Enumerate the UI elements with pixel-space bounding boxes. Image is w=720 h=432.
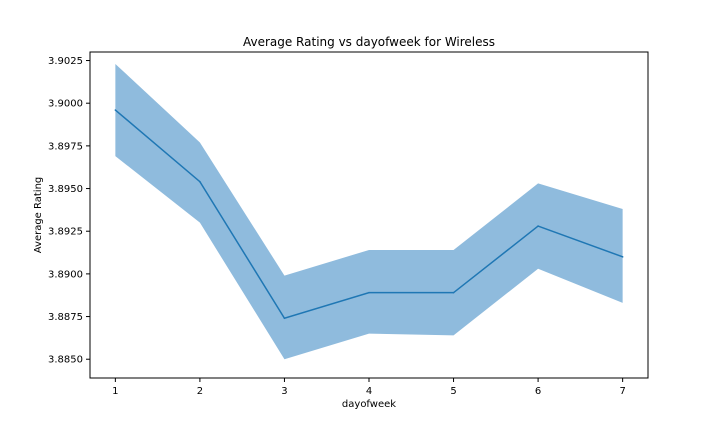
y-tick-label: 3.8975: [48, 141, 83, 152]
data-point: [114, 109, 117, 111]
y-tick-label: 3.8925: [48, 227, 83, 238]
chart-title: Average Rating vs dayofweek for Wireless: [243, 35, 495, 49]
y-tick-label: 3.8875: [48, 312, 83, 323]
x-tick-label: 1: [112, 386, 118, 397]
x-tick-label: 5: [450, 386, 456, 397]
x-tick-label: 7: [619, 386, 625, 397]
y-tick-label: 3.8900: [48, 269, 83, 280]
data-point: [452, 291, 455, 294]
confidence-band: [115, 63, 623, 360]
data-point: [283, 317, 286, 320]
x-tick-label: 3: [281, 386, 287, 397]
y-tick-label: 3.8850: [48, 355, 83, 366]
x-axis-label: dayofweek: [342, 399, 396, 410]
y-axis: 3.8850 3.8875 3.8900 3.8925 3.8950 3.8975 3.90…: [48, 56, 90, 366]
x-tick-label: 2: [197, 386, 203, 397]
y-tick-label: 3.9000: [48, 99, 83, 110]
y-tick-label: 3.9025: [48, 56, 83, 67]
data-point: [199, 180, 201, 183]
x-axis: 1 2 3 4 5 6 7: [112, 378, 626, 397]
x-tick-label: 6: [535, 386, 541, 397]
y-axis-label: Average Rating: [33, 177, 44, 253]
x-tick-label: 4: [366, 386, 372, 397]
plot-area: [114, 63, 624, 360]
y-tick-label: 3.8950: [48, 184, 83, 195]
data-point: [537, 225, 539, 227]
data-point: [621, 256, 624, 258]
data-point: [368, 291, 370, 294]
